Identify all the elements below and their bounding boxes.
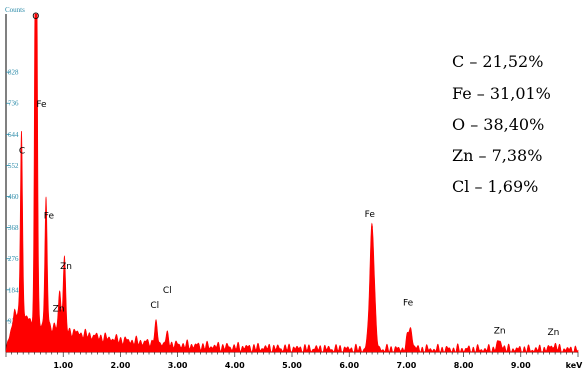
- x-tick-label: 1.00: [53, 361, 73, 370]
- peak-label: Zn: [547, 328, 559, 338]
- x-axis-title: keV: [566, 361, 584, 370]
- peak-point: [58, 312, 61, 314]
- peak-point: [409, 330, 411, 332]
- peak-labels: O Fe C Fe Zn Zn Cl Cl Fe Fe Zn Zn: [19, 12, 559, 338]
- peak-point: [155, 332, 157, 335]
- y-axis: Counts 92 184 276 368 460 552 644 736 828: [5, 6, 25, 352]
- peak-point: [371, 226, 373, 228]
- x-axis: 1.00 2.00 3.00 4.00 5.00 6.00 7.00 8.00 9.00 keV: [5, 351, 584, 370]
- x-tick-label: 3.00: [168, 361, 188, 370]
- y-tick-label: 644: [8, 131, 19, 139]
- peak-label: Zn: [60, 262, 72, 272]
- y-tick-label: 276: [8, 255, 19, 263]
- peak-point: [35, 121, 38, 123]
- x-tick-label: 7.00: [397, 361, 417, 370]
- x-tick-label: 9.00: [511, 361, 531, 370]
- composition-line: O – 38,40%: [452, 115, 544, 134]
- peak-label: Zn: [53, 304, 65, 314]
- peak-label: C: [19, 146, 25, 156]
- peak-point: [34, 13, 37, 15]
- peak-point: [45, 226, 47, 228]
- x-tick-label: 5.00: [282, 361, 302, 370]
- y-axis-title: Counts: [5, 6, 25, 14]
- composition-line: Cl – 1,69%: [452, 177, 538, 196]
- x-tick-label: 4.00: [225, 361, 245, 370]
- y-tick-label: 184: [8, 286, 19, 294]
- peak-label: Cl: [150, 301, 159, 311]
- peak-label: Zn: [494, 326, 506, 336]
- spectrum-area: [5, 13, 579, 353]
- peak-point: [63, 278, 66, 281]
- composition-legend: C – 21,52% Fe – 31,01% O – 38,40% Zn – 7…: [452, 52, 551, 196]
- x-tick-label: 2.00: [111, 361, 131, 370]
- peak-point: [552, 347, 555, 349]
- y-tick-label: 368: [8, 224, 19, 232]
- peak-point: [166, 342, 169, 345]
- x-tick-label: 8.00: [454, 361, 474, 370]
- y-tick-label: 552: [8, 162, 19, 170]
- peak-label: Fe: [36, 100, 47, 110]
- peak-label: Cl: [163, 286, 172, 296]
- peak-label: Fe: [365, 210, 376, 220]
- peak-label: Fe: [44, 211, 55, 221]
- peak-point: [498, 343, 501, 346]
- y-tick-label: 92: [8, 317, 16, 325]
- x-tick-label: 6.00: [339, 361, 359, 370]
- spectrum-series: [5, 13, 579, 353]
- composition-line: Fe – 31,01%: [452, 84, 551, 103]
- y-tick-label: 736: [8, 100, 19, 108]
- composition-line: C – 21,52%: [452, 52, 543, 71]
- peak-label: O: [32, 12, 39, 22]
- y-tick-label: 460: [8, 193, 19, 201]
- y-tick-label: 828: [8, 69, 19, 77]
- composition-line: Zn – 7,38%: [452, 146, 542, 165]
- peak-label: Fe: [403, 298, 414, 308]
- peak-point: [20, 161, 23, 164]
